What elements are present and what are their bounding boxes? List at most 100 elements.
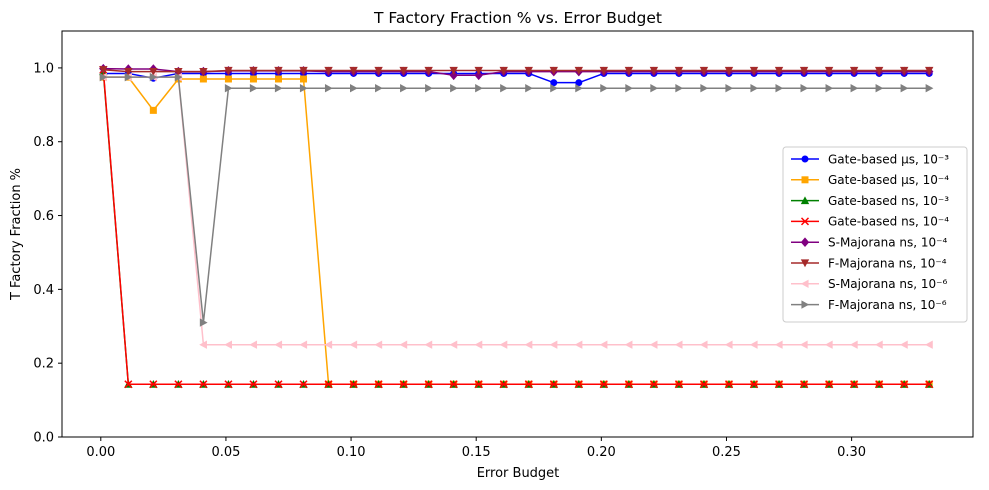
y-tick-label: 0.0 [33,431,54,446]
data-point [249,66,258,75]
data-point [424,340,433,349]
data-point [400,84,408,93]
legend-label: S-Majorana ns, 10⁻⁶ [828,277,947,291]
x-tick-label: 0.05 [211,445,240,460]
data-point [324,340,333,349]
data-point [600,84,609,93]
data-point [800,84,809,93]
legend-marker [800,279,809,288]
data-point [675,84,684,93]
legend-label: S-Majorana ns, 10⁻⁴ [828,236,947,250]
data-point [850,380,859,389]
data-point [825,380,834,389]
data-point [99,66,108,74]
data-point [474,70,483,81]
data-point [875,84,884,93]
chart-title: T Factory Fraction % vs. Error Budget [373,9,662,27]
legend-entry: F-Majorana ns, 10⁻⁴ [791,256,947,270]
data-point [324,66,333,75]
legend-entry: F-Majorana ns, 10⁻⁶ [791,298,947,312]
x-tick-label: 0.15 [462,445,491,460]
data-point [424,380,433,389]
legend-marker [800,217,810,226]
data-point [900,380,909,389]
series-line [103,76,930,346]
data-point [299,66,308,75]
data-point [350,84,358,93]
series-line [103,76,930,324]
data-point [224,380,233,389]
data-point [750,84,759,93]
data-point [249,340,258,349]
data-point [624,66,634,75]
data-point [749,340,758,349]
legend-label: F-Majorana ns, 10⁻⁶ [828,298,947,312]
data-point [849,340,858,349]
data-point [649,380,658,389]
data-point [124,68,133,76]
y-tick-label: 0.2 [33,357,54,372]
data-point [224,66,233,75]
legend-entry: Gate-based μs, 10⁻³ [791,152,949,166]
data-point [724,380,734,389]
data-point [824,66,834,75]
legend-entry: Gate-based ns, 10⁻⁴ [791,215,949,229]
data-point [825,84,834,93]
data-point [299,84,308,93]
data-point [449,66,458,75]
legend-entry: Gate-based ns, 10⁻³ [791,194,949,208]
data-point [274,66,283,75]
x-tick-label: 0.30 [837,445,866,460]
data-point [749,66,759,75]
data-point [199,340,207,349]
data-point [500,84,508,93]
data-point [349,66,358,75]
data-point [274,340,283,349]
data-point [899,66,909,75]
data-point [474,380,483,389]
data-point [699,340,708,349]
data-point [874,340,883,349]
data-point [575,84,584,93]
data-point [450,84,458,93]
data-point [875,380,884,389]
data-point [650,84,659,93]
data-point [399,66,408,75]
legend-entry: S-Majorana ns, 10⁻⁴ [791,236,947,250]
data-point [525,84,533,93]
data-point [550,84,558,93]
legend-marker [800,259,810,268]
legend-entry: S-Majorana ns, 10⁻⁶ [791,277,947,291]
data-point [374,340,383,349]
y-tick-label: 0.8 [33,135,54,150]
data-point [324,380,333,389]
legend-entry: Gate-based μs, 10⁻⁴ [791,173,949,187]
data-point [99,72,108,82]
data-point [424,66,433,75]
data-point [374,66,383,75]
data-point [674,380,683,389]
data-point [724,66,734,75]
data-point [124,380,133,389]
data-point [324,84,333,93]
data-point [474,66,483,75]
data-point [399,380,408,389]
x-axis-label: Error Budget [477,466,560,481]
data-point [349,380,358,389]
data-point [674,340,683,349]
data-point [475,84,483,93]
data-point [249,380,258,389]
data-point [224,340,233,349]
data-point [449,70,458,81]
data-point [549,66,558,75]
data-point [874,66,884,75]
data-point [300,75,308,83]
series-line [103,72,930,84]
legend-marker [800,237,810,247]
data-point [474,340,483,349]
data-point [749,380,759,389]
y-tick-label: 0.6 [33,209,54,224]
legend-box [782,146,968,323]
data-point [524,340,533,349]
